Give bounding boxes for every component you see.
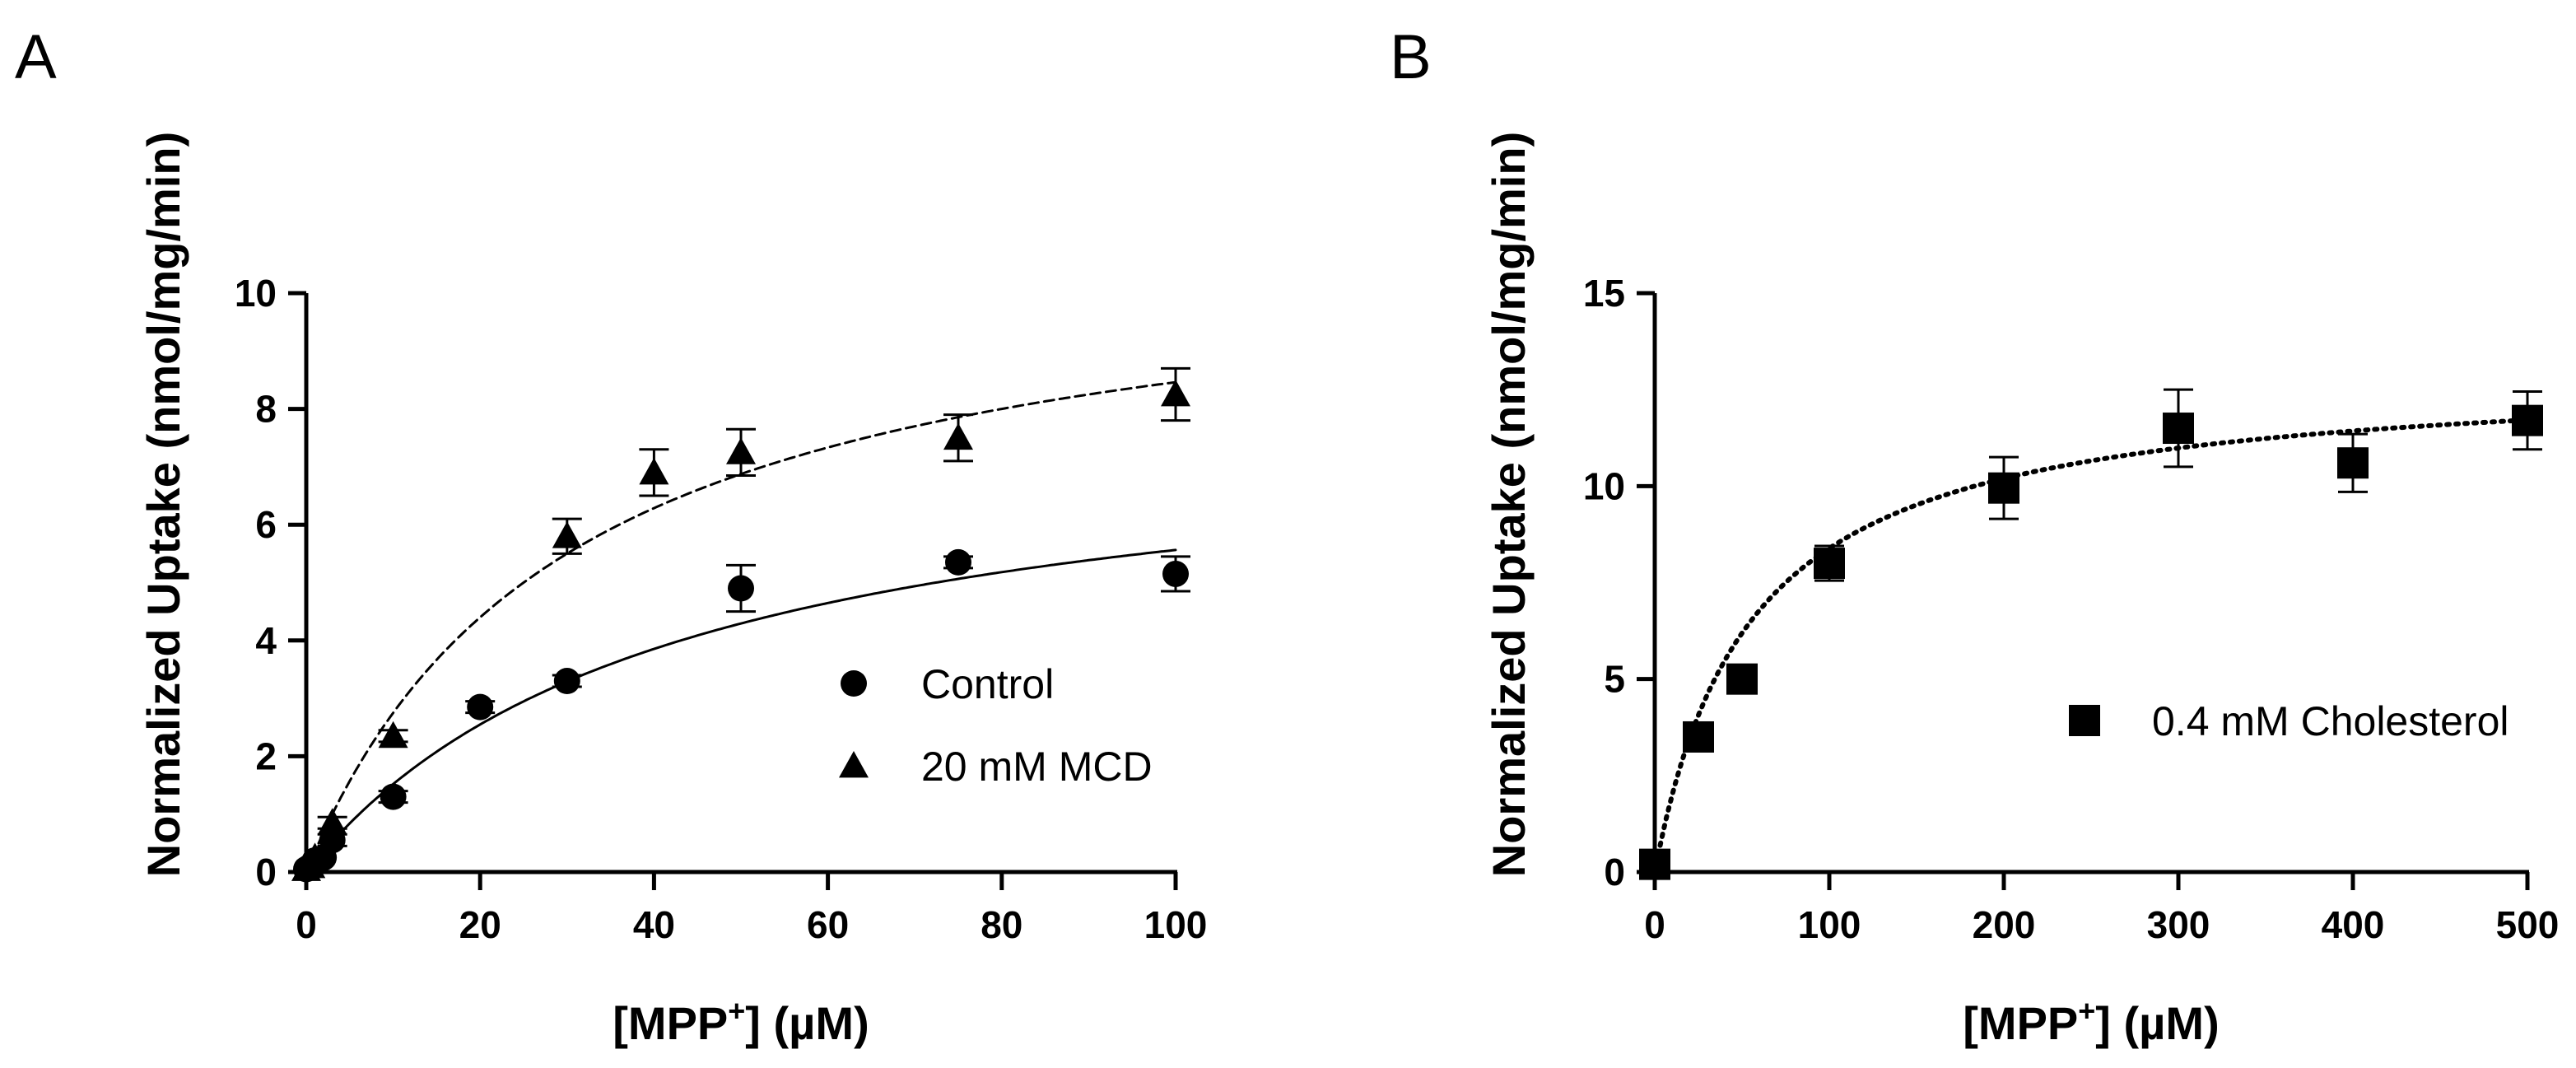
- y-tick-label: 10: [1583, 464, 1625, 507]
- legend-label: 0.4 mM Cholesterol: [2152, 698, 2509, 744]
- x-tick-label: 100: [1798, 903, 1861, 946]
- y-tick-label: 15: [1583, 272, 1625, 315]
- panel-a-plot: 0 20 40 60 80 100 0 2 4 6 8 10 [MPP+] (µM) Normalized…: [137, 132, 1207, 1049]
- data-point-square: [2337, 447, 2369, 479]
- x-axis-title: [MPP+] (µM): [1963, 994, 2219, 1049]
- y-axis-title: Normalized Uptake (nmol/mg/min): [137, 132, 189, 877]
- data-point-triangle: [300, 842, 330, 870]
- x-tick-label: 60: [807, 903, 849, 946]
- panel-label-b: B: [1390, 22, 1432, 92]
- data-point-square: [1988, 472, 2019, 504]
- x-tick-label: 80: [981, 903, 1022, 946]
- data-point-triangle: [552, 521, 582, 548]
- x-tick-label: 400: [2322, 903, 2385, 946]
- data-point-circle: [1162, 560, 1189, 587]
- x-tick-label: 0: [1644, 903, 1665, 946]
- y-tick-label: 8: [255, 388, 277, 431]
- data-point-square: [2163, 413, 2194, 445]
- legend-label: Control: [921, 661, 1054, 707]
- data-point-circle: [380, 783, 407, 810]
- data-point-square: [1683, 721, 1714, 753]
- x-tick-label: 200: [1973, 903, 2036, 946]
- data-point-circle: [553, 668, 580, 695]
- x-tick-label: 300: [2147, 903, 2210, 946]
- y-tick-label: 10: [235, 272, 277, 315]
- panel-label-a: A: [15, 22, 57, 92]
- data-point-triangle: [639, 457, 669, 485]
- y-tick-label: 4: [255, 619, 277, 662]
- data-point-square: [1639, 848, 1670, 880]
- fit-curve-circle: [305, 548, 1177, 874]
- x-tick-label: 100: [1144, 903, 1208, 946]
- y-tick-label: 2: [255, 735, 277, 777]
- x-tick-label: 500: [2496, 903, 2560, 946]
- data-point-circle: [945, 548, 971, 576]
- y-tick-label: 0: [1604, 851, 1625, 893]
- y-tick-label: 5: [1604, 658, 1625, 701]
- data-point-circle: [467, 693, 494, 721]
- data-point-triangle: [317, 808, 347, 835]
- panel-b-plot: 0 100 200 300 400 500 0 5 10 15 [MPP+] (µM) Normali…: [1483, 132, 2559, 1049]
- y-axis-title: Normalized Uptake (nmol/mg/min): [1483, 132, 1535, 877]
- data-point-square: [2512, 404, 2543, 436]
- y-tick-label: 6: [255, 503, 277, 546]
- x-tick-label: 20: [459, 903, 501, 946]
- x-tick-label: 0: [296, 903, 317, 946]
- data-point-triangle: [726, 437, 756, 464]
- data-point-circle: [728, 575, 754, 602]
- legend-marker-triangle: [839, 751, 869, 778]
- x-axis-title: [MPP+] (µM): [613, 994, 869, 1049]
- legend-label: 20 mM MCD: [921, 744, 1153, 790]
- x-tick-label: 40: [633, 903, 675, 946]
- data-point-triangle: [378, 721, 408, 749]
- data-point-triangle: [1161, 380, 1190, 407]
- legend-marker-circle: [841, 670, 867, 697]
- y-tick-label: 0: [255, 851, 277, 893]
- fit-curve-square: [1652, 417, 2530, 874]
- data-point-square: [1726, 663, 1758, 695]
- data-point-square: [1814, 548, 1845, 580]
- legend-marker-square: [2069, 705, 2100, 736]
- data-point-triangle: [943, 422, 973, 450]
